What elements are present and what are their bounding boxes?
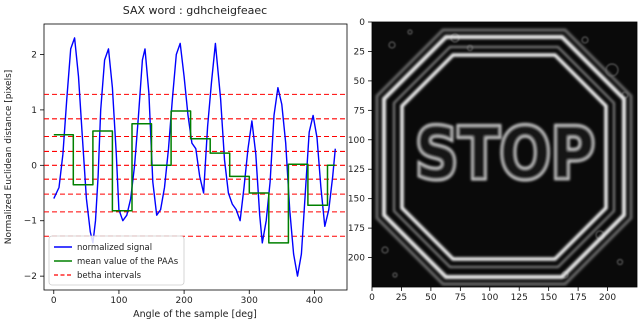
legend-label-normalized-signal: normalized signal	[77, 243, 152, 253]
x-tick-label: 0	[51, 296, 57, 306]
image-x-tick-label: 50	[425, 293, 437, 303]
x-axis-label: Angle of the sample [deg]	[133, 309, 257, 320]
y-tick-label: 1	[31, 106, 37, 116]
y-tick-label: −2	[24, 272, 37, 282]
stop-sign-image: STOP STOP	[372, 22, 637, 287]
legend-label-betha: betha intervals	[77, 271, 142, 281]
image-y-tick-label: 25	[354, 47, 365, 57]
image-y-tick-label: 100	[348, 136, 365, 146]
y-tick-label: −1	[24, 217, 37, 227]
image-x-tick-label: 200	[599, 293, 616, 303]
image-y-tick-label: 175	[348, 224, 365, 234]
x-axis-ticks: 0 100 200 300 400	[51, 290, 323, 306]
stop-text: STOP STOP	[413, 111, 598, 198]
x-tick-label: 300	[241, 296, 258, 306]
image-x-axis-ticks: 0 25 50 75 100 125 150 175 200	[369, 287, 616, 303]
stop-text-inner: STOP	[415, 113, 595, 195]
x-tick-label: 100	[110, 296, 127, 306]
image-y-tick-label: 200	[348, 254, 365, 264]
image-y-tick-label: 0	[359, 18, 365, 28]
image-x-tick-label: 75	[455, 293, 466, 303]
chart-title: SAX word : gdhcheigfeaec	[123, 4, 267, 17]
legend-label-paa: mean value of the PAAs	[77, 257, 179, 267]
image-x-tick-label: 150	[540, 293, 557, 303]
y-axis-ticks: 2 1 0 −1 −2	[24, 50, 44, 282]
legend-box	[48, 235, 185, 286]
image-y-tick-label: 50	[354, 77, 366, 87]
image-plot: STOP STOP 0 25 50 75 100 125 150 175 200 0 25 50 75…	[348, 18, 638, 303]
image-x-tick-label: 175	[570, 293, 587, 303]
octagon-outline	[375, 28, 633, 286]
legend: normalized signal mean value of the PAAs…	[48, 235, 185, 286]
image-x-tick-label: 0	[369, 293, 375, 303]
image-x-tick-label: 125	[511, 293, 528, 303]
image-y-tick-label: 150	[348, 195, 365, 205]
y-axis-label: Normalized Euclidean distance [pixels]	[4, 70, 14, 245]
image-axes-frame	[371, 21, 638, 288]
image-x-tick-label: 100	[481, 293, 498, 303]
y-tick-label: 0	[31, 161, 37, 171]
y-tick-label: 2	[31, 50, 37, 60]
paa-step-line	[53, 110, 336, 244]
series-layer	[53, 37, 336, 277]
stop-text-outline: STOP	[415, 113, 595, 195]
image-y-tick-label: 75	[354, 106, 365, 116]
image-y-tick-label: 125	[348, 165, 365, 175]
image-x-tick-label: 25	[396, 293, 407, 303]
x-tick-label: 200	[176, 296, 193, 306]
x-tick-label: 400	[306, 296, 323, 306]
line-chart: SAX word : gdhcheigfeaec 0 100 200 300 400 2…	[4, 4, 348, 320]
image-y-axis-ticks: 0 25 50 75 100 125 150 175 200	[348, 18, 372, 264]
